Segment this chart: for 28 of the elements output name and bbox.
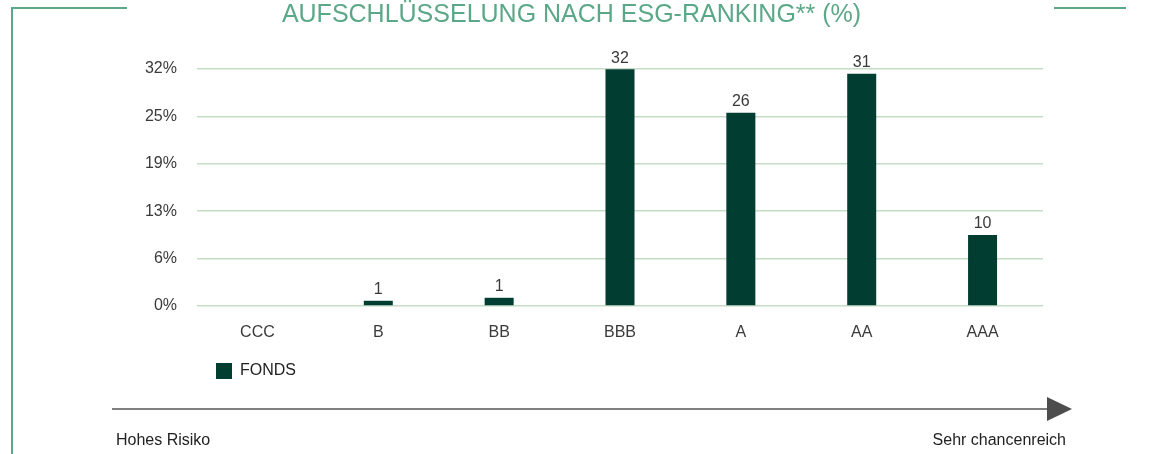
data-label: 1 bbox=[494, 277, 504, 295]
data-label: 32 bbox=[611, 48, 629, 66]
data-label: 10 bbox=[973, 214, 992, 232]
y-tick-label: 0% bbox=[153, 296, 177, 314]
bar bbox=[484, 297, 514, 306]
y-tick-label: 32% bbox=[144, 59, 177, 77]
bar bbox=[847, 73, 877, 306]
x-tick-label: BBB bbox=[603, 323, 637, 341]
bar bbox=[605, 69, 635, 306]
text: Sehr chancenreich bbox=[932, 431, 1066, 449]
x-tick-label: A bbox=[735, 323, 747, 341]
data-label: 26 bbox=[731, 92, 750, 110]
bar bbox=[726, 112, 756, 306]
y-tick-label: 6% bbox=[153, 249, 177, 267]
data-label: 1 bbox=[373, 280, 383, 298]
legend-label: FONDS bbox=[240, 361, 296, 379]
y-tick-label: 13% bbox=[144, 201, 177, 219]
x-tick-label: AA bbox=[851, 323, 873, 341]
x-tick-label: BB bbox=[488, 323, 510, 341]
x-tick-label: AAA bbox=[966, 323, 999, 341]
data-label: 31 bbox=[852, 53, 871, 71]
chart-title: AUFSCHLÜSSELUNG NACH ESG-RANKING** (%) bbox=[281, 0, 862, 27]
y-tick-label: 25% bbox=[144, 106, 177, 124]
text: Hohes Risiko bbox=[116, 431, 211, 449]
y-tick-label: 19% bbox=[144, 154, 177, 172]
x-tick-label: B bbox=[372, 323, 384, 341]
bar bbox=[968, 235, 998, 306]
x-tick-label: CCC bbox=[240, 323, 275, 341]
